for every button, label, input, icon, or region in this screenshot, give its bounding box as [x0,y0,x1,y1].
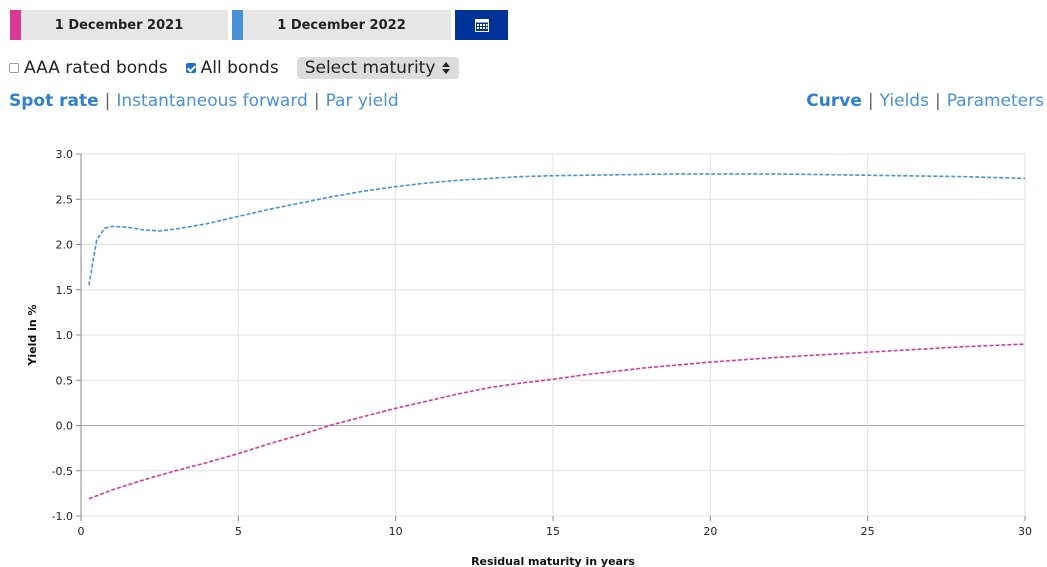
start-date-color-marker [10,10,21,40]
y-tick-label: 1.5 [56,284,74,297]
all-bonds-checkbox[interactable] [185,63,196,73]
y-axis-title: Yield in % [26,304,39,366]
start-date-label: 1 December 2021 [54,17,184,33]
x-tick-label: 20 [703,525,717,538]
rate-tab-instantaneous-forward[interactable]: Instantaneous forward [116,91,308,111]
series-line-2 [88,343,1026,500]
x-tick-label: 15 [546,525,560,538]
y-tick-label: 2.0 [56,239,74,252]
aaa-bonds-label: AAA rated bonds [24,58,168,78]
view-tabs: Curve | Yields | Parameters [806,91,1044,111]
rate-tab-spot-rate[interactable]: Spot rate [9,91,99,111]
y-tick-label: 2.5 [56,193,74,206]
maturity-select[interactable]: Select maturity [296,57,460,79]
x-axis-title: Residual maturity in years [471,555,635,567]
y-tick-label: 0.0 [56,420,74,433]
view-separator: | [867,91,874,111]
updown-arrows-icon [442,62,451,74]
end-date-field[interactable]: 1 December 2022 [232,10,451,40]
view-tab-curve[interactable]: Curve [806,91,862,111]
x-tick-label: 25 [861,525,875,538]
view-tab-parameters[interactable]: Parameters [946,91,1044,111]
x-tick-label: 30 [1018,525,1032,538]
calendar-button[interactable] [455,10,508,40]
aaa-bonds-checkbox[interactable] [9,63,19,73]
x-tick-label: 5 [235,525,242,538]
series-line-1 [88,173,1026,286]
start-date-field[interactable]: 1 December 2021 [10,10,228,40]
y-tick-label: -1.0 [52,510,73,523]
maturity-select-value: Select maturity [304,58,436,78]
y-tick-label: 0.5 [56,374,74,387]
end-date-color-marker [232,10,243,40]
rate-separator: | [313,91,320,111]
x-tick-label: 10 [389,525,403,538]
y-tick-label: -0.5 [52,465,73,478]
view-tab-yields[interactable]: Yields [879,91,929,111]
all-bonds-label: All bonds [200,58,279,78]
x-tick-label: 0 [78,525,85,538]
view-separator: | [934,91,941,111]
plot-frame [80,153,1026,517]
y-tick-label: 1.0 [56,329,74,342]
calendar-icon [474,19,489,32]
rate-tab-par-yield[interactable]: Par yield [325,91,399,111]
rate-type-tabs: Spot rate | Instantaneous forward | Par yiel… [9,91,399,111]
y-tick-label: 3.0 [56,148,74,161]
end-date-label: 1 December 2022 [277,17,406,33]
rate-separator: | [104,91,111,111]
